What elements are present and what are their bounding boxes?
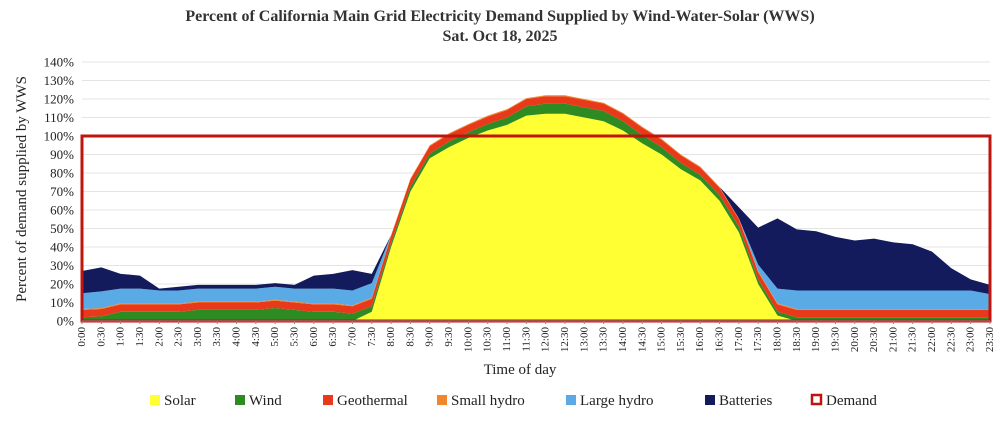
- legend-swatch-large-hydro: [566, 395, 576, 405]
- x-tick-label: 8:30: [404, 327, 416, 347]
- area-solar: [82, 113, 990, 321]
- x-tick-label: 18:30: [791, 327, 803, 353]
- x-tick-label: 12:30: [559, 327, 571, 353]
- legend-label-solar: Solar: [164, 393, 196, 409]
- x-tick-label: 17:30: [752, 327, 764, 353]
- y-tick-label: 50%: [50, 221, 74, 236]
- y-tick-label: 10%: [50, 295, 74, 310]
- x-tick-label: 16:30: [714, 327, 726, 353]
- x-tick-label: 5:30: [289, 327, 301, 347]
- x-tick-label: 22:00: [926, 327, 938, 353]
- x-tick-label: 22:30: [945, 327, 957, 353]
- stacked-areas: [82, 95, 990, 321]
- x-tick-label: 1:30: [134, 327, 146, 347]
- x-tick-label: 16:00: [694, 327, 706, 353]
- x-tick-label: 20:00: [849, 327, 861, 353]
- y-tick-label: 110%: [44, 110, 74, 125]
- y-tick-label: 120%: [44, 92, 75, 107]
- y-tick-label: 40%: [50, 240, 74, 255]
- x-tick-label: 7:30: [366, 327, 378, 347]
- x-tick-label: 15:30: [675, 327, 687, 353]
- y-tick-label: 70%: [50, 184, 74, 199]
- x-tick-label: 21:00: [887, 327, 899, 353]
- x-tick-label: 9:00: [424, 327, 436, 347]
- x-tick-label: 14:30: [636, 327, 648, 353]
- x-tick-label: 8:00: [385, 327, 397, 347]
- chart-title: Percent of California Main Grid Electric…: [185, 8, 814, 25]
- x-tick-label: 13:00: [578, 327, 590, 353]
- legend-label-demand: Demand: [826, 393, 877, 409]
- y-tick-label: 100%: [44, 129, 75, 144]
- x-tick-label: 11:00: [501, 327, 513, 352]
- legend-swatch-wind: [235, 395, 245, 405]
- x-tick-label: 19:30: [829, 327, 841, 353]
- legend-swatch-solar: [150, 395, 160, 405]
- x-tick-label: 17:00: [733, 327, 745, 353]
- x-tick-label: 23:00: [965, 327, 977, 353]
- chart-subtitle: Sat. Oct 18, 2025: [442, 28, 557, 45]
- x-tick-label: 0:30: [95, 327, 107, 347]
- y-axis-label: Percent of demand supplied by WWS: [14, 76, 30, 302]
- legend-swatch-geothermal: [323, 395, 333, 405]
- legend-label-batteries: Batteries: [719, 393, 772, 409]
- x-tick-label: 19:00: [810, 327, 822, 353]
- y-tick-label: 0%: [57, 314, 75, 329]
- legend-label-large-hydro: Large hydro: [580, 393, 653, 409]
- y-tick-label: 60%: [50, 203, 74, 218]
- x-tick-label: 13:30: [598, 327, 610, 353]
- legend: Solar Wind Geothermal Small hydro Large hydr…: [150, 393, 877, 409]
- x-tick-label: 11:30: [520, 327, 532, 352]
- x-tick-label: 14:00: [617, 327, 629, 353]
- y-tick-label: 90%: [50, 147, 74, 162]
- y-tick-label: 20%: [50, 277, 74, 292]
- x-tick-label: 15:00: [656, 327, 668, 353]
- legend-label-geothermal: Geothermal: [337, 393, 408, 409]
- x-tick-label: 2:00: [153, 327, 165, 347]
- y-tick-label: 30%: [50, 258, 74, 273]
- x-tick-label: 1:00: [115, 327, 127, 347]
- legend-label-wind: Wind: [249, 393, 282, 409]
- x-tick-label: 9:30: [443, 327, 455, 347]
- x-tick-label: 3:00: [192, 327, 204, 347]
- x-tick-label: 6:30: [327, 327, 339, 347]
- x-tick-label: 4:30: [250, 327, 262, 347]
- x-tick-label: 20:30: [868, 327, 880, 353]
- x-tick-label: 2:30: [173, 327, 185, 347]
- x-axis-ticks: 0:00 0:30 1:00 1:30 2:00 2:30 3:00 3:30 4:00 4:30…: [76, 321, 996, 352]
- x-axis-label: Time of day: [484, 362, 557, 378]
- y-tick-label: 130%: [44, 73, 75, 88]
- y-tick-label: 140%: [44, 55, 75, 70]
- y-tick-label: 80%: [50, 166, 74, 181]
- x-tick-label: 5:00: [269, 327, 281, 347]
- x-tick-label: 18:00: [771, 327, 783, 353]
- x-tick-label: 4:00: [231, 327, 243, 347]
- x-tick-label: 10:30: [482, 327, 494, 353]
- x-tick-label: 6:00: [308, 327, 320, 347]
- x-tick-label: 23:30: [984, 327, 996, 353]
- x-tick-label: 7:00: [346, 327, 358, 347]
- y-axis-ticks: 0% 10% 20% 30% 40% 50% 60% 70% 80% 90% 100% 110% 120…: [44, 55, 75, 329]
- legend-swatch-demand: [810, 393, 823, 406]
- legend-label-small-hydro: Small hydro: [451, 393, 525, 409]
- legend-swatch-batteries: [705, 395, 715, 405]
- x-tick-label: 0:00: [76, 327, 88, 347]
- x-tick-label: 10:00: [462, 327, 474, 353]
- x-tick-label: 12:00: [540, 327, 552, 353]
- legend-swatch-small-hydro: [437, 395, 447, 405]
- x-tick-label: 3:30: [211, 327, 223, 347]
- x-tick-label: 21:30: [907, 327, 919, 353]
- area-batteries: [82, 95, 990, 295]
